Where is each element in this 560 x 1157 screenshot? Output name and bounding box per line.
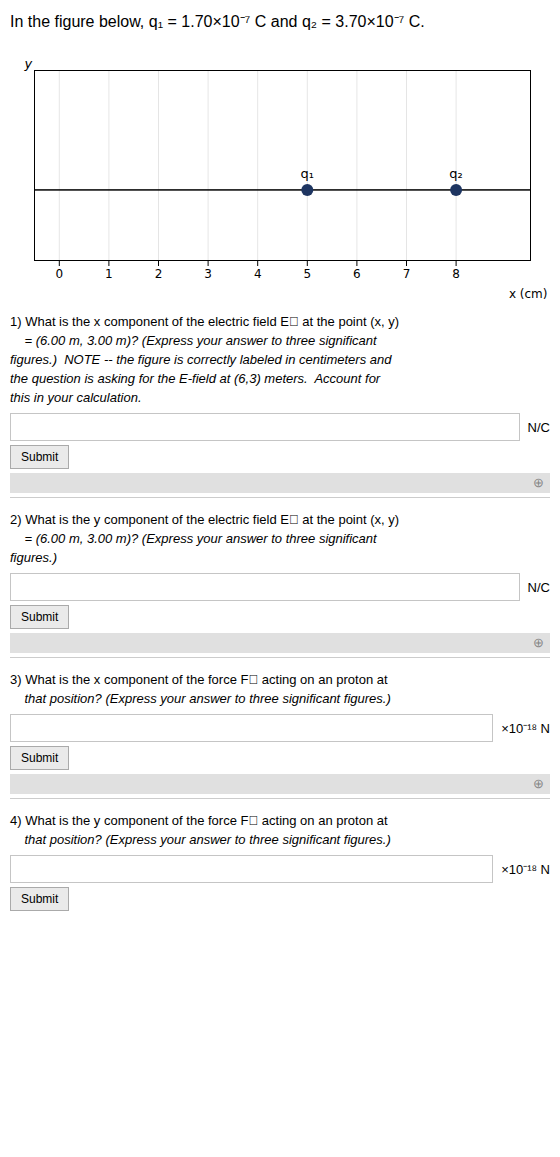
html-text:N/C: N/C <box>527 579 550 595</box>
html-text:In the figure below, q₁ = 1.70: In the figure below, q₁ = 1.70×10⁻⁷ C an… <box>10 13 425 30</box>
html-text:this in your calculation.: this in your calculation. <box>10 390 142 405</box>
svg-text:5: 5 <box>303 267 311 281</box>
svg-text:q₂: q₂ <box>449 166 462 181</box>
html-text:Submit: Submit <box>21 450 59 464</box>
html-text:N/C: N/C <box>527 419 550 435</box>
html-text:figures.) NOTE -- the figure i: figures.) NOTE -- the figure is correctl… <box>10 352 392 367</box>
html-text:2) What is the y component of: 2) What is the y component of the electr… <box>10 512 400 527</box>
html-text:that position? (Express your a: that position? (Express your answer to t… <box>10 691 391 706</box>
html-text:×10⁻¹⁸ N: ×10⁻¹⁸ N <box>501 862 550 877</box>
html-text:3) What is the x component of: 3) What is the x component of the force … <box>10 672 388 687</box>
html-text:1) What is the x component of: 1) What is the x component of the electr… <box>10 314 400 329</box>
html-text:the question is asking for the: the question is asking for the E-field a… <box>10 371 381 386</box>
svg-text:1: 1 <box>105 267 113 281</box>
svg-text:q₁: q₁ <box>301 166 314 181</box>
html-text:= (6.00 m, 3.00 m)? (Express y: = (6.00 m, 3.00 m)? (Express your answer… <box>10 531 377 546</box>
html-text:= (6.00 m, 3.00 m)? (Express y: = (6.00 m, 3.00 m)? (Express your answer… <box>10 333 377 348</box>
svg-text:2: 2 <box>155 267 163 281</box>
html-text:Submit: Submit <box>21 610 59 624</box>
svg-text:x (cm): x (cm) <box>509 287 548 301</box>
svg-text:7: 7 <box>403 267 411 281</box>
svg-text:4: 4 <box>254 267 262 281</box>
svg-text:3: 3 <box>204 267 212 281</box>
html-text:Submit: Submit <box>21 892 59 906</box>
html-text:Submit: Submit <box>21 751 59 765</box>
html-text:figures.): figures.) <box>10 550 57 565</box>
svg-text:8: 8 <box>452 267 460 281</box>
svg-text:6: 6 <box>353 267 361 281</box>
html-text:×10⁻¹⁸ N: ×10⁻¹⁸ N <box>501 721 550 736</box>
svg-text:y: y <box>24 56 33 71</box>
html-text:4) What is the y component of: 4) What is the y component of the force … <box>10 813 388 828</box>
html-text:that position? (Express your a: that position? (Express your answer to t… <box>10 832 391 847</box>
svg-text:0: 0 <box>55 267 63 281</box>
